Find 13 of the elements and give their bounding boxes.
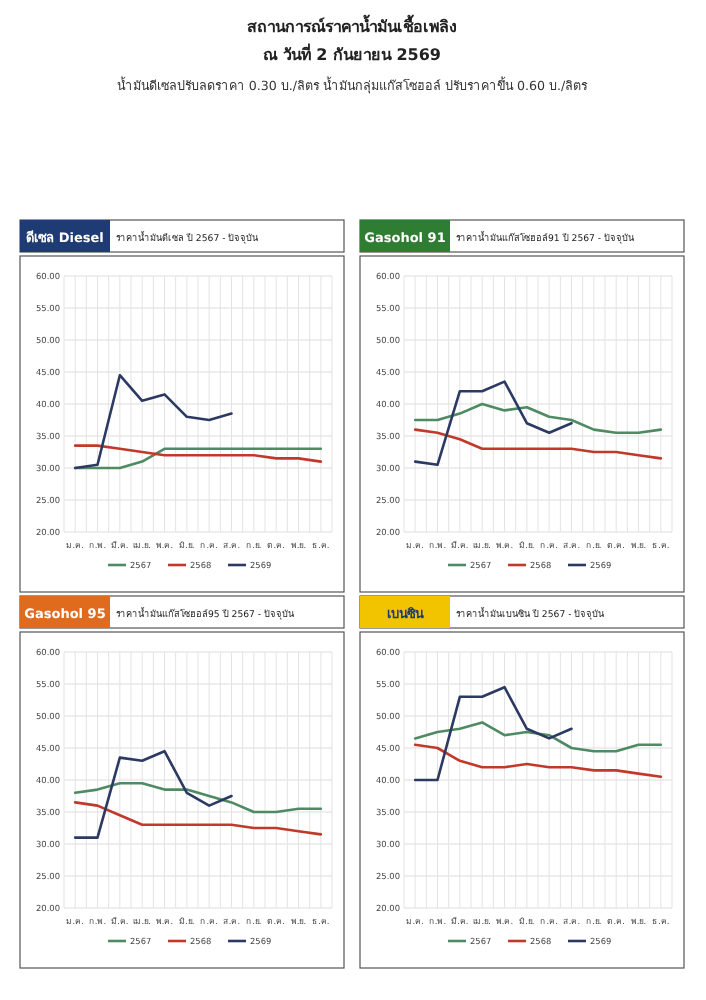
line-series: [413, 743, 663, 779]
text: สถานการณ์ราคาน้ำมันเชื้อเพลิง: [247, 14, 457, 36]
line-series: [73, 781, 323, 814]
line-series: [413, 721, 663, 753]
line-series: [73, 801, 323, 836]
line-series: [413, 428, 663, 460]
line-series: [73, 749, 233, 839]
line-series: [413, 380, 573, 467]
line-series: [413, 402, 663, 435]
text: ณ วันที่ 2 กันยายน 2569: [263, 42, 442, 64]
line-series: [73, 373, 233, 470]
line-series: [413, 685, 573, 782]
line-series: [73, 444, 323, 463]
